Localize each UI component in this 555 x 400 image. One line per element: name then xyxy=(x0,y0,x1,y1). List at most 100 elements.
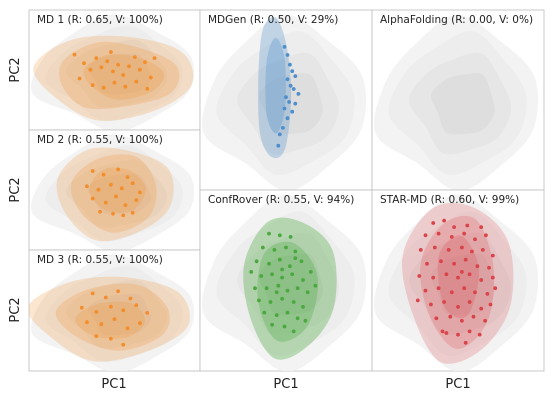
point-confrover-26 xyxy=(280,296,284,301)
point-md3-5 xyxy=(94,310,99,314)
ylabel-md2: PC2 xyxy=(8,177,23,202)
point-starmd-0 xyxy=(431,221,436,225)
point-confrover-18 xyxy=(253,286,257,291)
point-md2-15 xyxy=(98,209,102,214)
point-md2-8 xyxy=(130,181,135,186)
point-md1-2 xyxy=(88,67,93,72)
point-md3-11 xyxy=(99,322,104,327)
panel-plot-md1 xyxy=(31,14,195,130)
point-md3-17 xyxy=(121,342,126,347)
point-starmd-15 xyxy=(480,248,485,252)
point-mdgen-12 xyxy=(282,106,287,111)
point-md1-15 xyxy=(90,83,95,87)
panel-title-mdgen: MDGen (R: 0.50, V: 29%) xyxy=(208,14,338,26)
point-starmd-2 xyxy=(465,223,470,228)
point-mdgen-14 xyxy=(285,116,290,121)
point-starmd-30 xyxy=(423,288,428,293)
point-mdgen-5 xyxy=(285,77,290,82)
point-starmd-14 xyxy=(470,249,474,254)
point-md1-22 xyxy=(109,50,113,54)
panel-md1: MD 1 (R: 0.65, V: 100%) xyxy=(28,9,201,131)
point-starmd-16 xyxy=(490,253,495,258)
panel-title-alphafolding: AlphaFolding (R: 0.00, V: 0%) xyxy=(380,14,533,26)
panel-title-md2: MD 2 (R: 0.55, V: 100%) xyxy=(37,134,163,146)
point-md3-3 xyxy=(128,296,133,301)
point-starmd-13 xyxy=(460,245,464,250)
point-md1-13 xyxy=(148,75,153,80)
point-confrover-16 xyxy=(301,278,305,282)
panel-plot-starmd xyxy=(374,194,539,371)
xlabel-col3: PC1 xyxy=(445,377,470,392)
panel-title-md1: MD 1 (R: 0.65, V: 100%) xyxy=(37,14,163,26)
point-starmd-11 xyxy=(432,245,437,250)
point-starmd-44 xyxy=(460,318,464,323)
point-mdgen-0 xyxy=(282,45,287,49)
point-mdgen-7 xyxy=(291,87,296,91)
point-starmd-55 xyxy=(444,331,449,335)
point-starmd-20 xyxy=(463,257,468,262)
point-confrover-35 xyxy=(291,329,296,334)
point-md3-1 xyxy=(103,295,108,300)
point-md1-12 xyxy=(143,60,147,65)
point-md2-17 xyxy=(121,213,126,218)
point-starmd-32 xyxy=(449,290,454,295)
point-mdgen-9 xyxy=(284,95,288,99)
point-starmd-56 xyxy=(463,340,468,345)
panel-starmd: STAR-MD (R: 0.60, V: 99%) xyxy=(371,189,545,372)
panel-title-md3: MD 3 (R: 0.55, V: 100%) xyxy=(37,254,163,266)
point-md1-18 xyxy=(123,84,128,89)
xlabel-col2: PC1 xyxy=(273,377,298,392)
panel-mdgen: MDGen (R: 0.50, V: 29%) xyxy=(199,9,373,191)
panel-plot-md2 xyxy=(31,134,195,250)
point-starmd-40 xyxy=(479,306,484,311)
point-starmd-1 xyxy=(442,218,446,223)
density-bg-confrover-3 xyxy=(259,253,323,316)
panel-plot-md3 xyxy=(29,254,195,371)
point-confrover-0 xyxy=(267,231,271,236)
point-md3-10 xyxy=(85,320,89,325)
point-confrover-12 xyxy=(259,274,264,278)
point-starmd-38 xyxy=(456,305,460,309)
point-md1-20 xyxy=(145,86,150,91)
panel-plot-confrover xyxy=(202,194,367,371)
point-starmd-51 xyxy=(452,225,456,230)
point-starmd-17 xyxy=(425,261,429,266)
point-starmd-50 xyxy=(477,332,482,337)
point-starmd-7 xyxy=(462,231,467,236)
point-starmd-45 xyxy=(471,314,476,319)
point-confrover-30 xyxy=(274,313,279,317)
point-md2-11 xyxy=(103,200,108,205)
point-mdgen-10 xyxy=(287,100,291,104)
point-confrover-39 xyxy=(280,267,284,272)
ylabel-md1: PC2 xyxy=(8,57,23,82)
point-md2-12 xyxy=(114,194,118,199)
panel-confrover: ConfRover (R: 0.55, V: 94%) xyxy=(199,189,373,372)
point-starmd-42 xyxy=(434,316,439,321)
point-md2-5 xyxy=(96,187,101,192)
point-md1-7 xyxy=(116,62,120,67)
point-confrover-6 xyxy=(293,249,298,254)
point-confrover-38 xyxy=(313,283,318,288)
point-md1-0 xyxy=(72,52,77,57)
point-mdgen-16 xyxy=(277,132,282,137)
point-confrover-8 xyxy=(267,261,271,266)
point-starmd-25 xyxy=(444,272,449,277)
point-md2-9 xyxy=(138,190,142,195)
point-confrover-23 xyxy=(305,290,310,295)
point-starmd-29 xyxy=(490,275,495,280)
point-starmd-8 xyxy=(473,237,477,242)
point-starmd-9 xyxy=(484,233,488,238)
point-md2-1 xyxy=(101,172,106,177)
point-confrover-22 xyxy=(295,286,300,291)
panel-title-confrover: ConfRover (R: 0.55, V: 94%) xyxy=(208,194,354,206)
point-starmd-43 xyxy=(448,314,453,319)
density-mdgen-1 xyxy=(265,37,286,134)
point-starmd-23 xyxy=(417,274,422,278)
density-md2-1 xyxy=(70,154,157,233)
point-starmd-5 xyxy=(436,231,441,236)
point-mdgen-4 xyxy=(293,74,298,78)
point-md1-16 xyxy=(101,85,106,90)
point-mdgen-3 xyxy=(290,69,295,74)
point-confrover-9 xyxy=(277,257,282,262)
point-md2-0 xyxy=(90,169,95,173)
